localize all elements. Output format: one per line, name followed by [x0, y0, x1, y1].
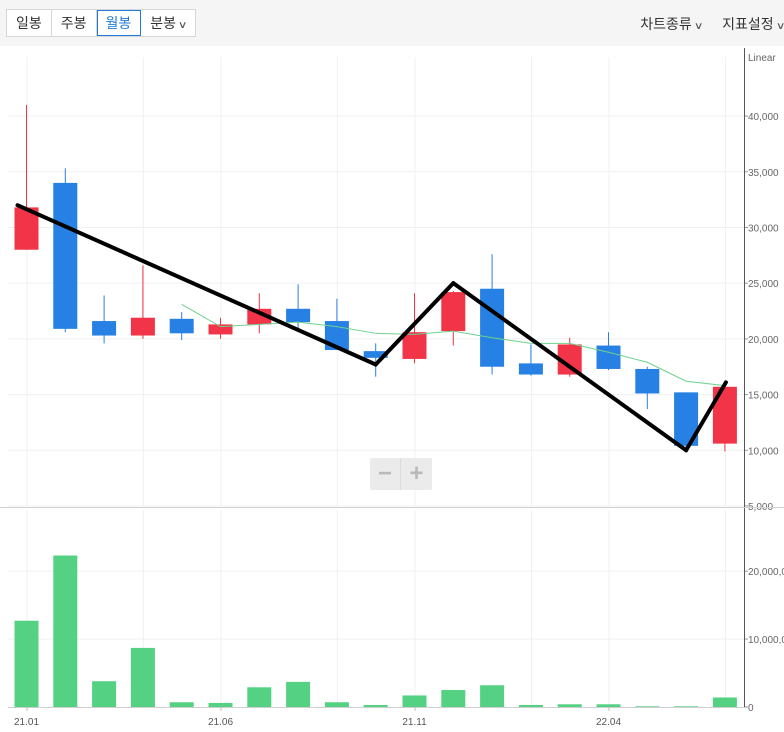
chart-type-dropdown[interactable]: 차트종류 ∨: [640, 14, 704, 34]
volume-bar: [557, 704, 582, 707]
chevron-down-icon: ∨: [177, 20, 188, 31]
candle-body: [169, 318, 194, 334]
volume-bar: [286, 681, 311, 707]
volume-axis-label: 10,000,0: [748, 635, 784, 646]
trend-line: [15, 203, 378, 367]
time-axis-label: 21.11: [402, 717, 427, 728]
trend-line: [684, 380, 728, 453]
price-axis-label: 35,000: [748, 168, 779, 179]
volume-bar: [363, 704, 388, 707]
price-axis-label: 40,000: [748, 112, 779, 123]
price-axis-label: 15,000: [748, 391, 779, 402]
volume-bar: [518, 704, 543, 707]
candle-body: [53, 182, 78, 329]
moving-average-series: [181, 303, 725, 387]
candle-body: [363, 351, 388, 358]
volume-bar: [674, 706, 699, 708]
volume-grid: [8, 510, 744, 707]
volume-bar: [53, 555, 78, 707]
price-axis-label: 25,000: [748, 279, 779, 290]
candle-body: [286, 308, 311, 323]
time-axis-label: 21.01: [14, 717, 39, 728]
volume-bar: [596, 704, 621, 707]
volume-bar: [247, 687, 272, 707]
time-axis-label: 22.04: [596, 717, 621, 728]
candle: [208, 317, 233, 339]
indicator-settings-label: 지표설정: [722, 16, 774, 32]
candle-body: [208, 324, 233, 335]
volume-series: [14, 555, 737, 708]
volume-bar: [14, 620, 39, 707]
candle: [14, 104, 39, 250]
volume-bar: [635, 706, 660, 708]
trend-line: [373, 281, 456, 367]
period-selector: 일봉 주봉 월봉 분봉 ∨: [6, 9, 197, 37]
candle: [635, 366, 660, 410]
chart-options-menu: 차트종류∨ 지표설정∨: [640, 14, 784, 34]
candle-body: [92, 321, 117, 336]
chevron-down-icon: ∨: [776, 21, 784, 32]
volume-bar: [402, 695, 427, 707]
volume-bar: [208, 702, 233, 707]
candle: [130, 265, 155, 339]
candle-body: [402, 332, 427, 359]
volume-bar: [712, 697, 737, 707]
candle-body: [635, 368, 660, 394]
volume-bar: [480, 685, 505, 707]
zoom-in-button[interactable]: +: [409, 460, 424, 487]
minute-button[interactable]: 분봉 ∨: [141, 10, 196, 36]
stock-chart[interactable]: 5,00010,00015,00020,00025,00030,00035,00…: [0, 46, 784, 732]
minute-button-label: 분봉: [150, 15, 177, 31]
candle: [92, 295, 117, 344]
moving-average-line: [181, 303, 725, 387]
candle: [518, 344, 543, 376]
time-axis-label: 21.06: [208, 717, 233, 728]
candle-body: [480, 288, 505, 367]
candle: [441, 290, 466, 346]
candlestick-series: [14, 104, 737, 452]
volume-axis-label: 0: [748, 703, 754, 714]
volume-bar: [130, 647, 155, 707]
volume-bar: [92, 681, 117, 707]
zoom-out-button[interactable]: −: [370, 458, 401, 490]
monthly-button[interactable]: 월봉: [96, 10, 142, 36]
candle: [480, 254, 505, 375]
price-axis-label: 30,000: [748, 223, 779, 234]
candle-body: [441, 292, 466, 332]
candle: [363, 343, 388, 377]
trend-line: [451, 281, 689, 453]
price-axis-label: 10,000: [748, 446, 779, 457]
candle-body: [130, 317, 155, 336]
chart-type-label: 차트종류: [640, 16, 692, 32]
volume-bar: [441, 690, 466, 707]
zoom-control: − +: [370, 458, 432, 490]
candle-body: [596, 345, 621, 369]
daily-button[interactable]: 일봉: [7, 10, 52, 36]
volume-axis-label: 20,000,0: [748, 567, 784, 578]
candle-body: [518, 363, 543, 375]
candle: [596, 332, 621, 371]
volume-bar: [324, 702, 349, 707]
scale-type-label: Linear: [748, 53, 776, 64]
candle: [402, 293, 427, 364]
candle-body: [247, 308, 272, 325]
price-grid: [8, 57, 744, 507]
chevron-down-icon: ∨: [693, 21, 704, 32]
chart-toolbar: 일봉 주봉 월봉 분봉∨ 차트종류∨ 지표설정∨: [0, 0, 784, 46]
volume-bar: [169, 702, 194, 707]
weekly-button[interactable]: 주봉: [51, 10, 97, 36]
axes: 5,00010,00015,00020,00025,00030,00035,00…: [0, 48, 784, 728]
indicator-settings-dropdown[interactable]: 지표설정∨: [722, 14, 784, 34]
trend-annotation: [15, 203, 728, 453]
candle: [53, 168, 78, 333]
price-axis-label: 20,000: [748, 335, 779, 346]
candle: [169, 312, 194, 340]
